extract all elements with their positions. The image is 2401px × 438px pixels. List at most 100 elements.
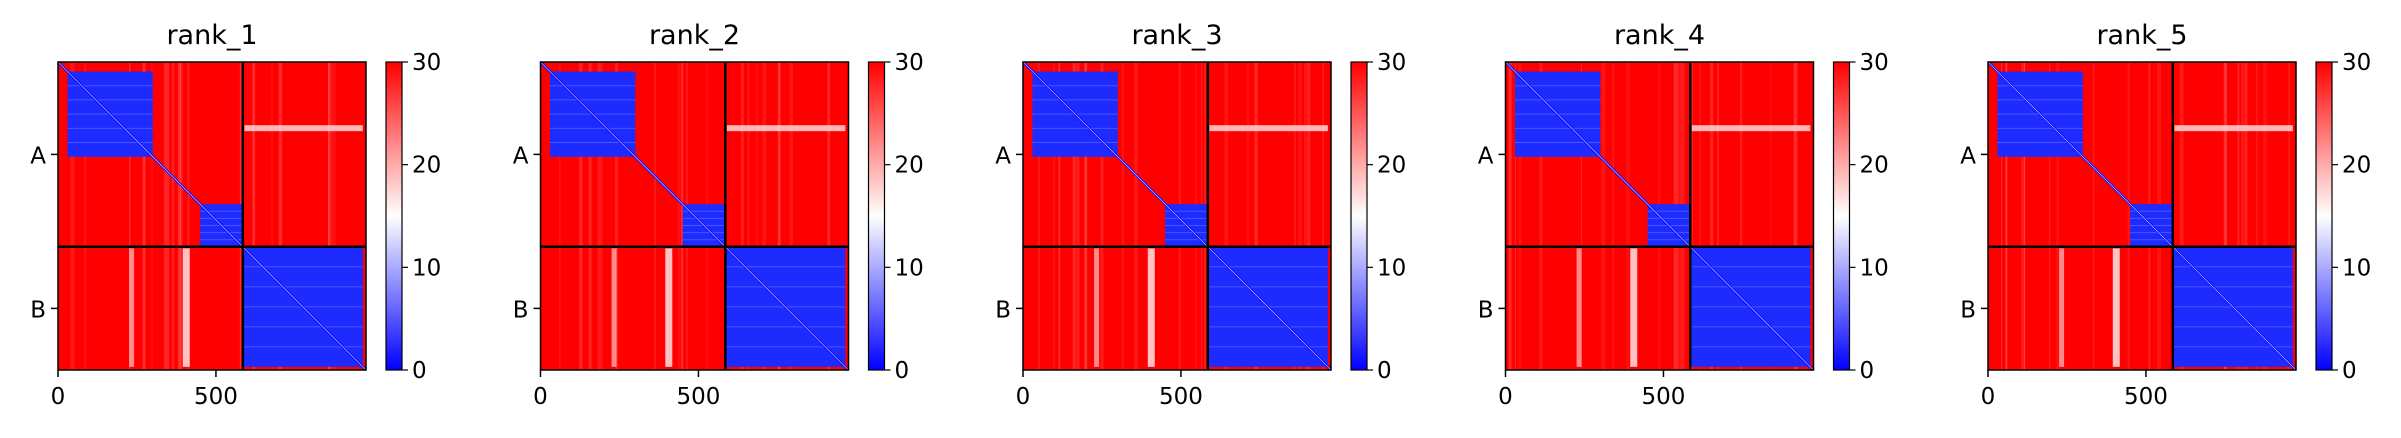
heatmap-streak bbox=[2092, 62, 2095, 370]
heatmap-streak bbox=[1294, 62, 1296, 370]
panel-title: rank_5 bbox=[2096, 20, 2187, 51]
heatmap-streak bbox=[1514, 62, 1516, 370]
colorbar-frame bbox=[2315, 61, 2333, 371]
interface-band bbox=[726, 125, 846, 132]
heatmap-streak bbox=[1246, 62, 1250, 370]
chain-label: B bbox=[30, 297, 46, 323]
heatmap-streak bbox=[2237, 62, 2240, 370]
interface-band bbox=[2059, 248, 2065, 367]
heatmap-streak bbox=[1037, 62, 1041, 370]
chain-label: B bbox=[1478, 297, 1494, 323]
heatmap-streak bbox=[1254, 62, 1258, 370]
heatmap-streak bbox=[179, 62, 182, 370]
interface-band bbox=[665, 248, 673, 367]
heatmap-streak bbox=[2263, 62, 2266, 370]
heatmap-streak bbox=[1794, 62, 1798, 370]
diagonal-highlight bbox=[1987, 61, 2297, 371]
heatmap-streak bbox=[163, 62, 167, 370]
heatmap-streak bbox=[762, 62, 767, 370]
panel-title: rank_3 bbox=[1131, 20, 1222, 51]
interface-band bbox=[2174, 125, 2293, 132]
interface-band bbox=[611, 248, 617, 367]
heatmap-streak bbox=[2048, 62, 2051, 370]
heatmap-streak bbox=[166, 62, 170, 370]
pae-panel: rank_4 A B 0 500 0 10 20 30 bbox=[1478, 20, 1889, 410]
colorbar-frame bbox=[867, 61, 886, 371]
heatmap-streak bbox=[2021, 62, 2026, 370]
axes-frame bbox=[1022, 61, 1332, 371]
heatmap-streak bbox=[777, 62, 780, 370]
heatmap-streak bbox=[1304, 62, 1307, 370]
colorbar-tick-label: 10 bbox=[895, 255, 924, 281]
x-tick-label: 0 bbox=[533, 384, 548, 410]
interface-band bbox=[1094, 248, 1100, 367]
heatmap-streak bbox=[654, 62, 656, 370]
heatmap-streak bbox=[1612, 62, 1614, 370]
colorbar-tick-label: 30 bbox=[412, 50, 441, 76]
pae-panel: rank_1 A B 0 500 0 10 20 30 bbox=[30, 20, 441, 410]
interface-band bbox=[1209, 125, 1328, 132]
colorbar-tick-label: 0 bbox=[2342, 358, 2357, 384]
heatmap-streak bbox=[740, 62, 744, 370]
heatmap-streak bbox=[590, 62, 593, 370]
heatmap-streak bbox=[588, 62, 591, 370]
interface-band bbox=[1691, 125, 1811, 132]
heatmap-streak bbox=[1709, 62, 1714, 370]
heatmap-streak bbox=[1100, 62, 1104, 370]
heatmap-streak bbox=[1072, 62, 1076, 370]
colorbar-tick-label: 0 bbox=[412, 358, 427, 384]
heatmap-streak bbox=[142, 62, 145, 370]
colorbar bbox=[1351, 62, 1367, 370]
interface-band bbox=[129, 248, 135, 367]
x-tick-label: 0 bbox=[1016, 384, 1031, 410]
colorbar-tick-label: 20 bbox=[2342, 153, 2371, 179]
diagonal-highlight bbox=[540, 61, 849, 371]
colorbar-tick-label: 10 bbox=[2342, 255, 2371, 281]
heatmap-streak bbox=[1601, 62, 1606, 370]
chain-label: A bbox=[995, 143, 1011, 169]
interface-band bbox=[182, 248, 190, 367]
heatmap-streak bbox=[778, 62, 781, 370]
heatmap-streak bbox=[252, 62, 256, 370]
heatmap-streak bbox=[2056, 62, 2060, 370]
chain-label: A bbox=[1478, 143, 1494, 169]
interface-band bbox=[1576, 248, 1582, 367]
heatmap-streak bbox=[615, 62, 619, 370]
heatmap-streak bbox=[747, 62, 750, 370]
colorbar-tick-label: 0 bbox=[895, 358, 910, 384]
heatmap-streak bbox=[1053, 62, 1056, 370]
heatmap-streak bbox=[327, 62, 330, 370]
heatmap-streak bbox=[331, 62, 336, 370]
diagonal-highlight bbox=[1505, 61, 1814, 371]
colorbar-tick-label: 30 bbox=[2342, 50, 2371, 76]
heatmap-streak bbox=[2224, 62, 2228, 370]
heatmap-streak bbox=[1717, 62, 1719, 370]
heatmap-streak bbox=[678, 62, 680, 370]
panel-title: rank_2 bbox=[649, 20, 740, 51]
heatmap-streak bbox=[2295, 62, 2299, 370]
heatmap-streak bbox=[1518, 62, 1522, 370]
heatmap-streak bbox=[756, 62, 758, 370]
heatmap-streak bbox=[1058, 62, 1061, 370]
heatmap-streak bbox=[1322, 62, 1324, 370]
heatmap-streak bbox=[2005, 62, 2008, 370]
heatmap-streak bbox=[2256, 62, 2258, 370]
heatmap-streak bbox=[1626, 62, 1630, 370]
heatmap-streak bbox=[150, 62, 153, 370]
heatmap-streak bbox=[177, 62, 182, 370]
heatmap-streak bbox=[1075, 62, 1080, 370]
heatmap-streak bbox=[599, 62, 603, 370]
heatmap-streak bbox=[142, 62, 145, 370]
interface-band bbox=[1147, 248, 1155, 367]
heatmap-streak bbox=[84, 62, 87, 370]
heatmap-streak bbox=[187, 62, 190, 370]
colorbar-tick-label: 10 bbox=[1377, 255, 1406, 281]
x-tick-label: 0 bbox=[1498, 384, 1513, 410]
heatmap-streak bbox=[70, 62, 75, 370]
panel-title: rank_4 bbox=[1614, 20, 1705, 51]
heatmap-streak bbox=[1739, 62, 1743, 370]
heatmap-streak bbox=[1508, 62, 1512, 370]
heatmap-streak bbox=[1306, 62, 1311, 370]
heatmap-streak bbox=[579, 62, 583, 370]
heatmap-streak bbox=[1121, 62, 1124, 370]
